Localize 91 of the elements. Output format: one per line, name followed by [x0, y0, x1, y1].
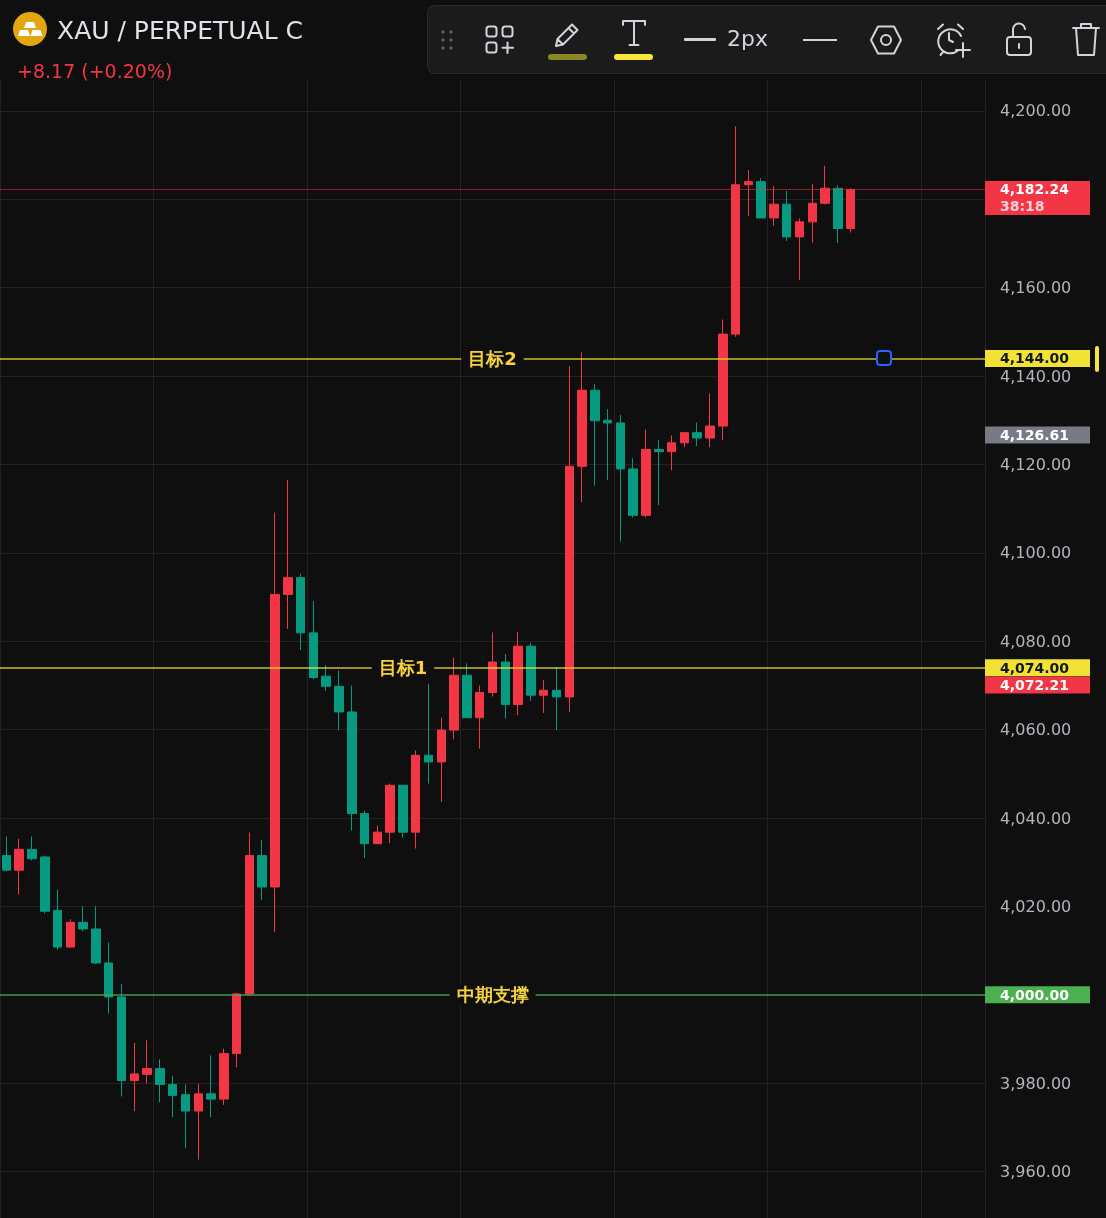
candlestick	[833, 184, 843, 244]
candlestick	[411, 749, 420, 850]
candlestick	[168, 1075, 177, 1118]
candlestick	[628, 457, 638, 519]
candlestick	[654, 439, 664, 506]
y-tick-label: 4,060.00	[1000, 720, 1072, 740]
ref-line-label: 4,182.24	[1000, 181, 1070, 198]
candlestick	[398, 784, 408, 838]
text: 4,126.61	[1000, 427, 1070, 443]
candlestick	[488, 631, 497, 698]
candlestick	[692, 422, 702, 447]
y-tick-label: 3,980.00	[1000, 1073, 1072, 1093]
candlestick	[27, 836, 37, 861]
chart-title: XAU / PERPETUAL C	[57, 16, 303, 45]
candlestick	[181, 1084, 190, 1149]
ref-line-label: 4,074.00	[1000, 659, 1070, 676]
candlestick	[731, 125, 740, 338]
candlestick	[590, 383, 600, 487]
candlestick	[296, 573, 305, 651]
candlestick	[513, 631, 523, 716]
candlestick	[53, 889, 62, 951]
candlestick	[309, 600, 318, 680]
candlestick	[808, 183, 817, 244]
annotation: 目标1	[378, 657, 428, 679]
candlestick	[360, 810, 369, 859]
y-tick-label: 4,140.00	[1000, 366, 1072, 386]
candlestick	[385, 783, 395, 844]
candlestick	[769, 185, 779, 227]
candlestick	[744, 169, 753, 217]
y-tick-label: 4,040.00	[1000, 808, 1072, 828]
candlestick	[40, 855, 50, 914]
candlestick	[475, 684, 484, 750]
candlestick	[245, 832, 254, 996]
text: 4,072.21	[1000, 677, 1070, 693]
text: 38:18	[1000, 198, 1045, 215]
candlestick	[91, 905, 101, 965]
candlestick	[462, 662, 472, 719]
candlestick	[194, 1083, 203, 1161]
candlestick	[334, 669, 344, 731]
candlestick	[820, 165, 830, 206]
candlestick	[66, 918, 75, 948]
candlestick	[130, 1042, 139, 1112]
candlestick	[206, 1054, 216, 1118]
candlestick	[616, 414, 625, 542]
ref-line-label: 4,000.00	[1000, 986, 1070, 1003]
candlestick	[257, 839, 267, 901]
text: 2px	[727, 25, 768, 53]
ref-line-label: 4,144.00	[1000, 350, 1070, 367]
y-tick-label: 4,200.00	[1000, 101, 1072, 121]
candlestick	[705, 392, 715, 448]
candlestick	[283, 479, 293, 630]
candlestick	[756, 177, 766, 219]
candlestick	[437, 717, 446, 803]
candlestick	[155, 1058, 165, 1103]
candlestick	[14, 838, 24, 895]
candlestick	[347, 684, 357, 831]
candlestick	[449, 657, 459, 740]
candlestick	[373, 825, 382, 845]
candlestick	[219, 1048, 229, 1106]
candlestick	[577, 351, 587, 503]
chart-subtitle: +8.17 (+0.20%)	[17, 59, 173, 82]
candlestick	[539, 679, 548, 714]
candlestick	[846, 187, 855, 233]
y-tick-label: 4,080.00	[1000, 631, 1072, 651]
candlestick	[795, 217, 804, 281]
candlestick	[142, 1039, 152, 1084]
annotation: 中期支撑	[456, 984, 529, 1006]
candlestick	[667, 434, 676, 471]
candlestick	[782, 190, 791, 242]
candlestick	[565, 365, 574, 713]
y-tick-label: 4,160.00	[1000, 278, 1072, 298]
candlestick	[526, 642, 536, 702]
annotation: 目标2	[468, 347, 517, 369]
candlestick	[424, 683, 433, 785]
candlestick	[78, 905, 88, 932]
candlestick	[232, 992, 241, 1068]
candlestick	[270, 512, 280, 933]
candlestick	[321, 664, 331, 692]
candlestick	[641, 429, 651, 519]
candlestick	[104, 942, 113, 1014]
candlestick	[552, 666, 561, 731]
y-tick-label: 4,100.00	[1000, 543, 1072, 563]
candlestick	[117, 983, 126, 1097]
candlestick	[2, 836, 11, 873]
candlestick	[501, 653, 510, 720]
y-tick-label: 3,960.00	[1000, 1162, 1072, 1182]
candlestick	[603, 408, 612, 481]
candlestick	[718, 319, 728, 441]
y-tick-label: 4,120.00	[1000, 454, 1072, 474]
candlestick	[680, 431, 689, 448]
y-tick-label: 4,020.00	[1000, 896, 1072, 916]
